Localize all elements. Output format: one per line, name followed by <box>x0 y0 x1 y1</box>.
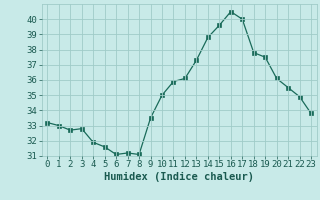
X-axis label: Humidex (Indice chaleur): Humidex (Indice chaleur) <box>104 172 254 182</box>
